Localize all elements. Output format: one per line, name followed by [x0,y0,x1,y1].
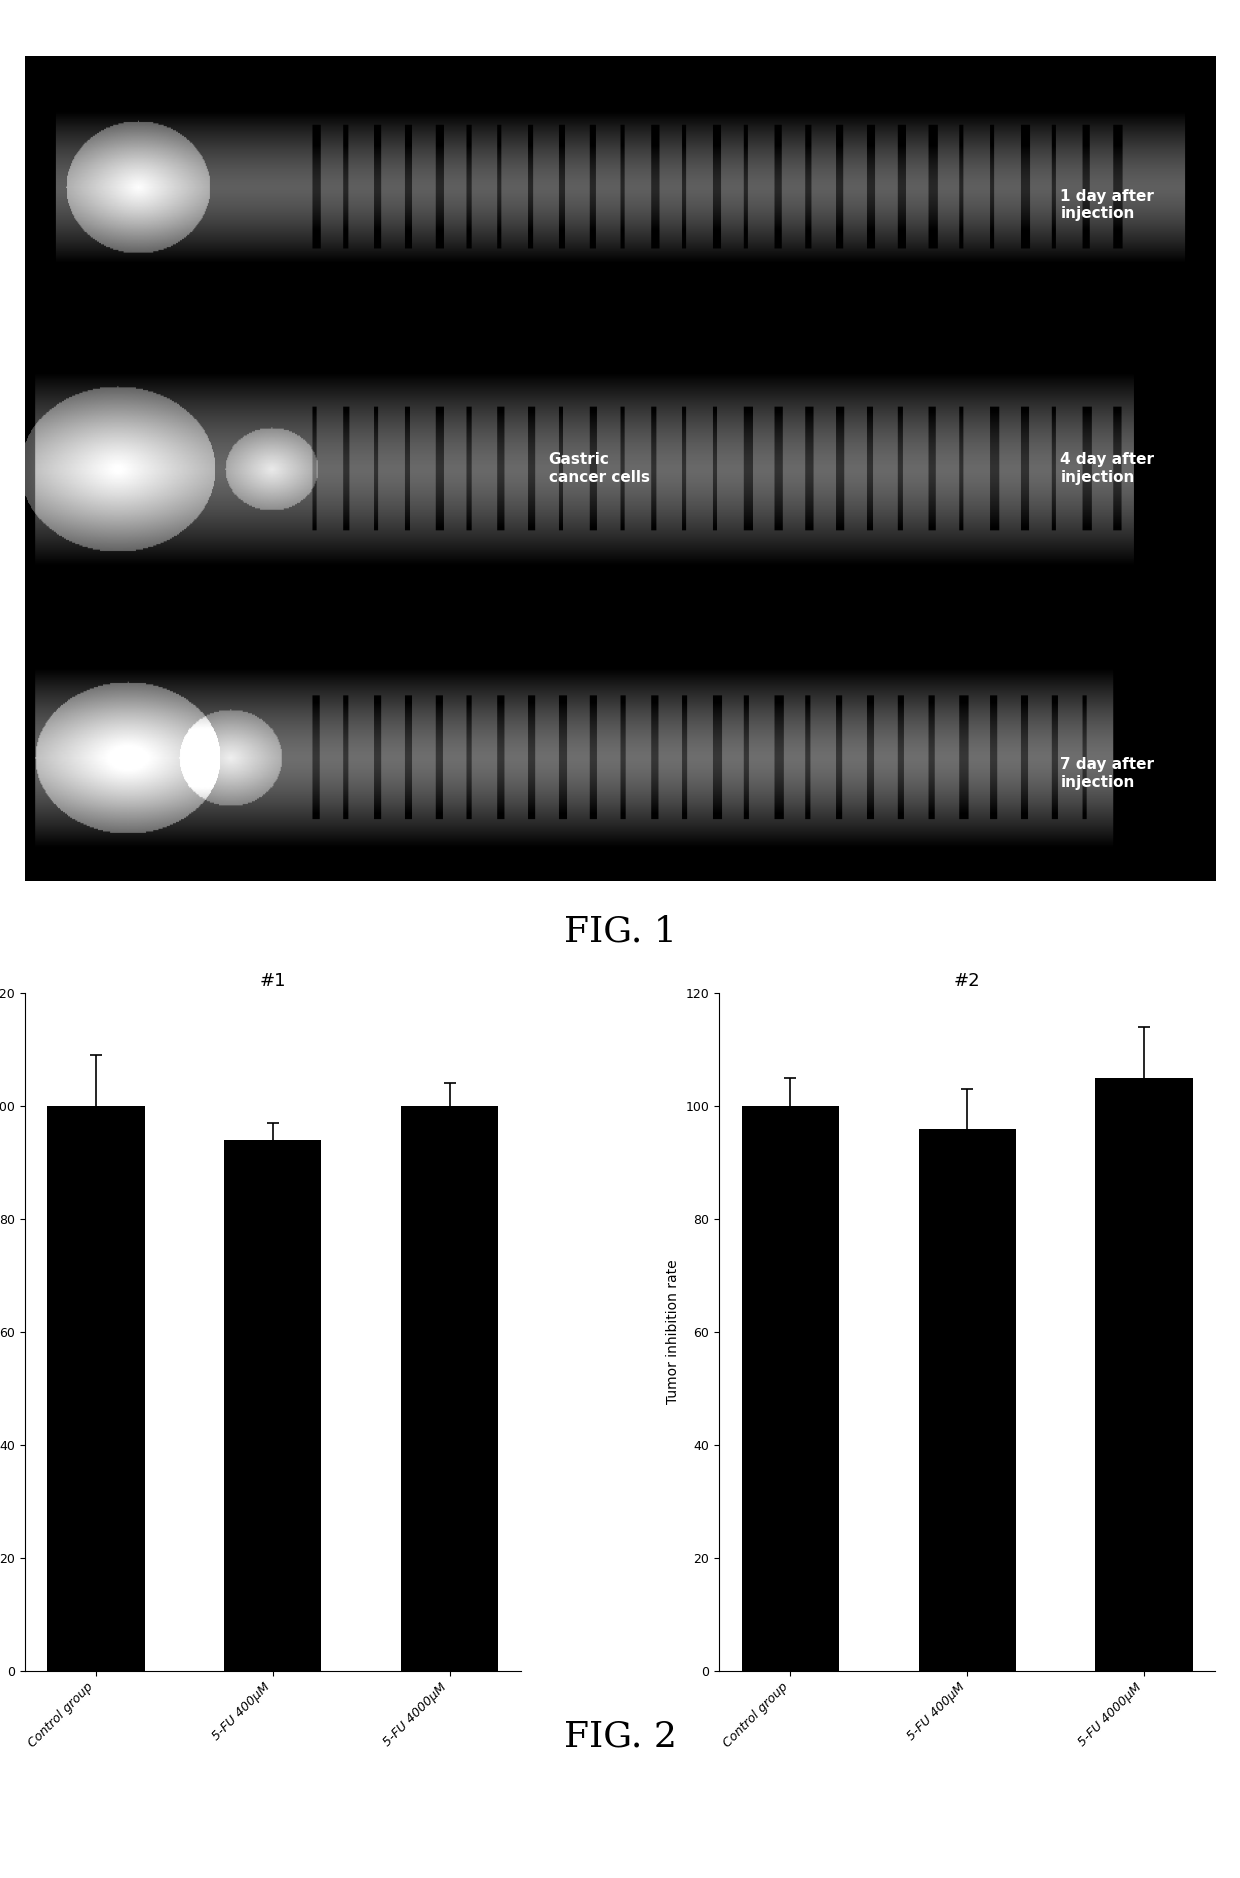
Text: Gastric
cancer cells: Gastric cancer cells [548,453,650,485]
Text: 7 day after
injection: 7 day after injection [1060,757,1154,789]
Bar [224,1140,321,1671]
Text: FIG. 1: FIG. 1 [563,915,677,948]
Text: 1 day after
injection: 1 day after injection [1060,188,1154,222]
Bar [47,1106,145,1671]
Title: #1: #1 [259,973,286,990]
Bar [1095,1078,1193,1671]
Y-axis label: Tumor inhibition rate: Tumor inhibition rate [666,1260,680,1405]
Title: #2: #2 [954,973,981,990]
Bar [401,1106,498,1671]
Bar [919,1129,1016,1671]
Bar [742,1106,839,1671]
Text: FIG. 2: FIG. 2 [563,1718,677,1754]
Text: 4 day after
injection: 4 day after injection [1060,453,1154,485]
